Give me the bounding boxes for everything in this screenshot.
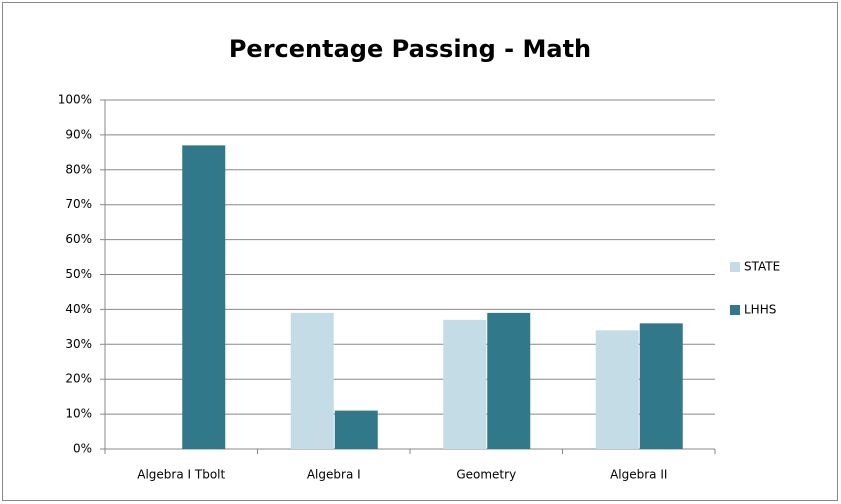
- y-tick-label: 40%: [65, 302, 92, 316]
- bar: [290, 312, 334, 449]
- x-tick-label: Geometry: [456, 468, 516, 482]
- legend-swatch: [730, 262, 740, 272]
- y-tick-label: 0%: [73, 442, 92, 456]
- y-tick-label: 20%: [65, 372, 92, 386]
- bar: [443, 319, 487, 449]
- legend-label: STATE: [744, 260, 780, 274]
- bar: [639, 323, 683, 449]
- y-tick-label: 80%: [65, 162, 92, 176]
- y-tick-label: 60%: [65, 232, 92, 246]
- chart-title: Percentage Passing - Math: [229, 35, 591, 63]
- y-tick-label: 70%: [65, 197, 92, 211]
- x-tick-label: Algebra II: [610, 468, 667, 482]
- bar: [487, 312, 531, 449]
- legend-swatch: [730, 305, 740, 315]
- legend-label: LHHS: [744, 303, 776, 317]
- bar: [334, 410, 378, 449]
- y-tick-label: 90%: [65, 127, 92, 141]
- y-tick-label: 10%: [65, 407, 92, 421]
- bar: [595, 330, 639, 449]
- bar: [182, 145, 226, 449]
- y-tick-label: 30%: [65, 337, 92, 351]
- y-tick-label: 100%: [58, 93, 92, 107]
- y-tick-label: 50%: [65, 267, 92, 281]
- x-tick-label: Algebra I Tbolt: [137, 468, 225, 482]
- x-tick-label: Algebra I: [307, 468, 361, 482]
